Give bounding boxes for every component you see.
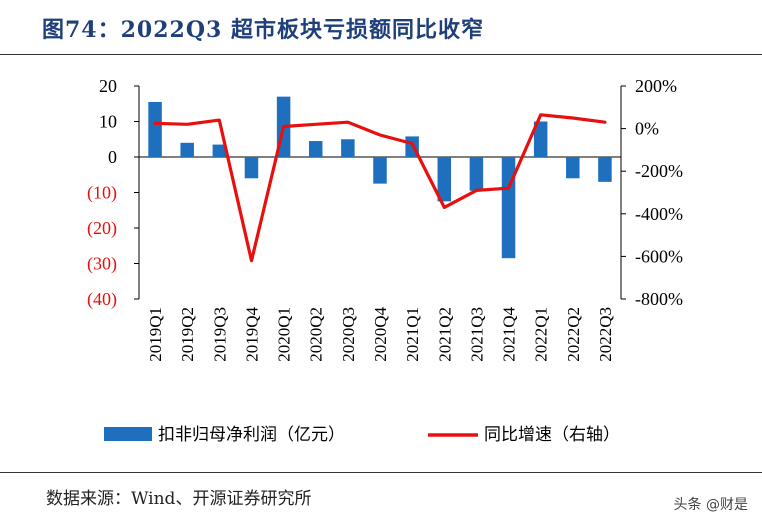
left-tick-label: (30)	[87, 254, 117, 275]
left-tick-label: (20)	[87, 218, 117, 239]
source-divider	[0, 472, 762, 473]
bar	[341, 139, 355, 157]
title-divider	[0, 54, 762, 55]
bar	[437, 157, 452, 202]
bar	[533, 121, 548, 157]
left-tick-label: (10)	[87, 183, 117, 204]
bar	[598, 157, 612, 182]
bar	[373, 157, 387, 184]
right-tick-label: -800%	[635, 289, 683, 309]
left-tick-label: 20	[99, 76, 117, 96]
right-tick-label: -600%	[635, 246, 683, 266]
left-tick-label: 10	[99, 112, 117, 132]
bar	[212, 144, 227, 157]
x-tick-label: 2019Q3	[210, 307, 229, 362]
x-tick-label: 2021Q1	[403, 307, 422, 362]
chart-canvas: 20 10 0 (10) (20) (30) (40) 200% 0% -200% -400% -60…	[87, 76, 683, 445]
x-tick-label: 2021Q2	[435, 307, 454, 362]
chart-title: 图74：2022Q3 超市板块亏损额同比收窄	[42, 17, 484, 43]
x-tick-label: 2020Q3	[339, 307, 358, 362]
x-tick-label: 2021Q3	[467, 307, 486, 362]
legend-line-label: 同比增速（右轴）	[484, 425, 620, 445]
x-tick-label: 2022Q3	[596, 307, 615, 362]
bar	[308, 141, 323, 157]
bar	[501, 157, 516, 259]
right-tick-label: 200%	[635, 76, 677, 96]
legend-bar-swatch	[104, 427, 152, 441]
bar	[244, 157, 259, 179]
bar	[148, 101, 162, 157]
source-note: 数据来源：Wind、开源证券研究所	[46, 489, 312, 509]
x-tick-label: 2020Q1	[275, 307, 294, 362]
watermark: 头条 @财是	[673, 497, 748, 513]
bar	[180, 142, 194, 157]
right-tick-label: -400%	[635, 204, 683, 224]
x-tick-label: 2020Q2	[307, 307, 326, 362]
growth-line	[153, 113, 607, 263]
right-tick-label: 0%	[635, 119, 659, 139]
bar	[566, 157, 580, 179]
x-tick-label: 2021Q4	[500, 307, 519, 362]
x-tick-label: 2019Q4	[242, 307, 261, 362]
x-tick-label: 2022Q1	[532, 307, 551, 362]
right-tick-label: -200%	[635, 161, 683, 181]
bar	[469, 157, 484, 191]
x-tick-label: 2019Q2	[178, 307, 197, 362]
left-tick-label: (40)	[87, 289, 117, 310]
x-tick-label: 2022Q2	[564, 307, 583, 362]
left-tick-label: 0	[108, 147, 117, 167]
x-tick-label: 2020Q4	[371, 307, 390, 362]
legend-bar-label: 扣非归母净利润（亿元）	[158, 425, 345, 445]
x-tick-label: 2019Q1	[146, 307, 165, 362]
